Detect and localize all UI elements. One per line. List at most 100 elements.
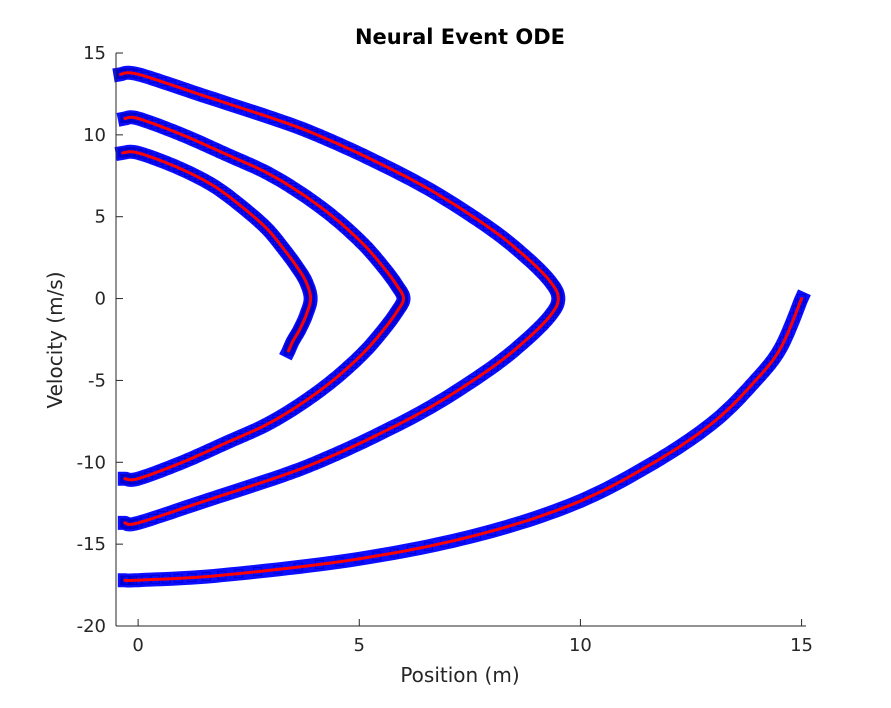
series-4-point — [184, 133, 194, 142]
series-4-point — [297, 189, 307, 199]
y-tick-label: -15 — [77, 534, 106, 555]
series-4-point — [228, 435, 237, 445]
series-0-point — [570, 498, 580, 508]
series-4-point — [392, 307, 402, 317]
series-4-point — [368, 337, 378, 347]
series-2-point — [476, 370, 486, 380]
series-4-point — [216, 440, 225, 450]
series-5-line — [123, 115, 405, 482]
series-4-point — [261, 420, 271, 430]
series-0-point — [735, 392, 745, 402]
series-2-point — [435, 190, 445, 200]
series-2-point — [333, 448, 343, 458]
series-2-point — [460, 206, 470, 216]
series-4-point — [184, 455, 194, 465]
series-2-point — [460, 381, 470, 391]
series-4-point — [292, 186, 302, 196]
series-4-point — [365, 341, 375, 351]
series-4-point — [190, 452, 200, 462]
series-0-point — [776, 343, 786, 353]
series-2-point — [476, 217, 486, 227]
x-tick-label: 10 — [569, 635, 592, 656]
series-4-point — [177, 130, 187, 140]
series-4-point — [222, 438, 232, 448]
series-4-point — [272, 414, 282, 424]
series-2-point — [347, 145, 357, 155]
series-4-point — [190, 135, 200, 145]
series-2-point — [347, 442, 357, 452]
series-4-point — [287, 405, 297, 415]
series-4-point — [374, 256, 384, 266]
series-6-point — [302, 280, 312, 289]
series-2-point — [326, 451, 336, 461]
series-2-point — [452, 386, 462, 396]
series-0-point — [717, 410, 726, 420]
series-2-point — [452, 201, 462, 211]
y-tick-label: -5 — [88, 370, 106, 391]
series-0-point — [618, 475, 628, 485]
series-2-point — [468, 376, 478, 385]
series-0-point — [677, 440, 687, 450]
series-4-point — [297, 398, 307, 408]
series-4-point — [390, 309, 400, 319]
series-0-point — [702, 422, 712, 432]
series-6-point — [255, 217, 265, 227]
series-2-point — [547, 309, 557, 319]
series-4-point — [381, 322, 391, 332]
series-4-point — [379, 325, 389, 335]
series-0-point — [729, 398, 739, 408]
series-4-point — [197, 138, 206, 148]
series-6-point — [289, 258, 299, 268]
y-tick-label: -10 — [77, 452, 106, 473]
series-4-point — [245, 428, 255, 437]
series-layer — [112, 65, 811, 588]
series-4-point — [228, 152, 237, 162]
series-4-point — [267, 417, 277, 427]
series-4-point — [197, 449, 206, 459]
series-4-point — [261, 168, 271, 177]
series-6-point — [258, 220, 268, 230]
series-4-point — [302, 395, 312, 405]
series-2-point — [483, 366, 492, 376]
series-0-point — [751, 375, 761, 385]
series-2-point — [340, 445, 350, 455]
series-6-point — [270, 233, 280, 242]
series-0-point — [639, 463, 649, 473]
series-4-point — [251, 425, 260, 435]
series-6-point — [204, 178, 214, 188]
series-4-point — [177, 457, 187, 467]
series-0-point — [659, 451, 669, 461]
series-2-point — [542, 272, 552, 282]
series-6-point — [264, 226, 274, 236]
series-2-point — [426, 186, 436, 195]
series-6-point — [284, 346, 293, 356]
series-4-point — [233, 155, 243, 165]
x-tick-label: 0 — [132, 635, 143, 656]
series-4-point — [365, 247, 375, 256]
series-0-point — [595, 487, 605, 497]
series-1-line — [123, 297, 804, 582]
series-0-point — [779, 336, 789, 346]
series-2-point — [333, 139, 343, 149]
series-6-point — [275, 239, 284, 249]
series-4-point — [387, 273, 397, 283]
series-4-point — [256, 422, 266, 432]
series-6-point — [291, 260, 301, 270]
series-2-point — [468, 212, 478, 222]
series-7-line — [121, 150, 313, 353]
series-4-point — [203, 141, 213, 151]
series-4-point — [272, 173, 282, 183]
series-4-point — [302, 192, 312, 202]
series-4-point — [233, 433, 243, 442]
series-3-line — [118, 71, 560, 526]
series-0-point — [629, 469, 639, 479]
series-2-point — [355, 438, 365, 448]
y-tick-label: 0 — [95, 289, 106, 310]
y-tick-label: 5 — [95, 207, 106, 228]
series-6-point — [267, 229, 277, 239]
series-6-point — [173, 163, 183, 173]
series-0-point — [741, 387, 750, 396]
x-axis-label: Position (m) — [400, 663, 519, 687]
